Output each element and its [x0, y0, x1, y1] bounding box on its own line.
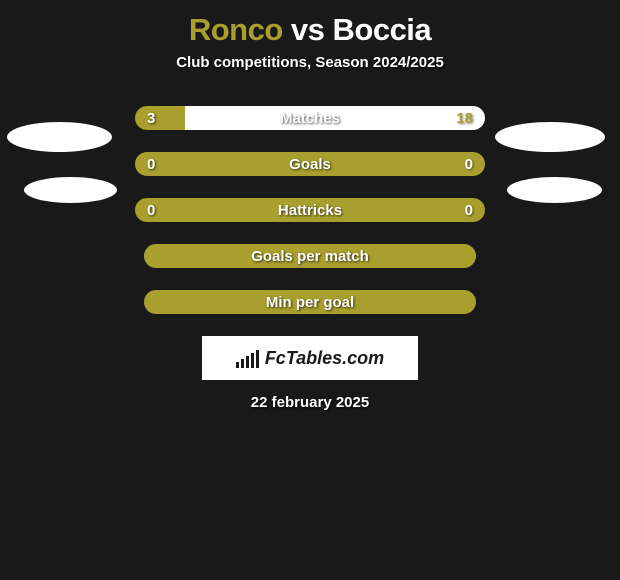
comparison-title: Ronco vs Boccia	[0, 0, 620, 54]
stat-label: Matches	[135, 106, 485, 130]
stat-row: 3Matches18	[135, 106, 485, 130]
brand-text: FcTables.com	[265, 348, 384, 369]
brand-bars-icon	[236, 348, 259, 368]
stat-label: Goals	[135, 152, 485, 176]
stat-label: Hattricks	[135, 198, 485, 222]
vs-separator: vs	[291, 12, 324, 47]
player1-name: Ronco	[189, 12, 283, 47]
player1-badge-icon	[7, 122, 112, 152]
stat-right-value: 18	[456, 106, 473, 130]
player2-badge-icon	[507, 177, 602, 203]
player1-badge-icon	[24, 177, 117, 203]
stat-right-value: 0	[465, 198, 473, 222]
stat-single-row: Min per goal	[144, 290, 476, 314]
stat-right-value: 0	[465, 152, 473, 176]
brand-logo[interactable]: FcTables.com	[202, 336, 418, 380]
subtitle: Club competitions, Season 2024/2025	[0, 54, 620, 106]
player2-badge-icon	[495, 122, 605, 152]
stat-row: 0Goals0	[135, 152, 485, 176]
stat-single-row: Goals per match	[144, 244, 476, 268]
stat-row: 0Hattricks0	[135, 198, 485, 222]
player2-name: Boccia	[333, 12, 432, 47]
date-label: 22 february 2025	[0, 394, 620, 411]
